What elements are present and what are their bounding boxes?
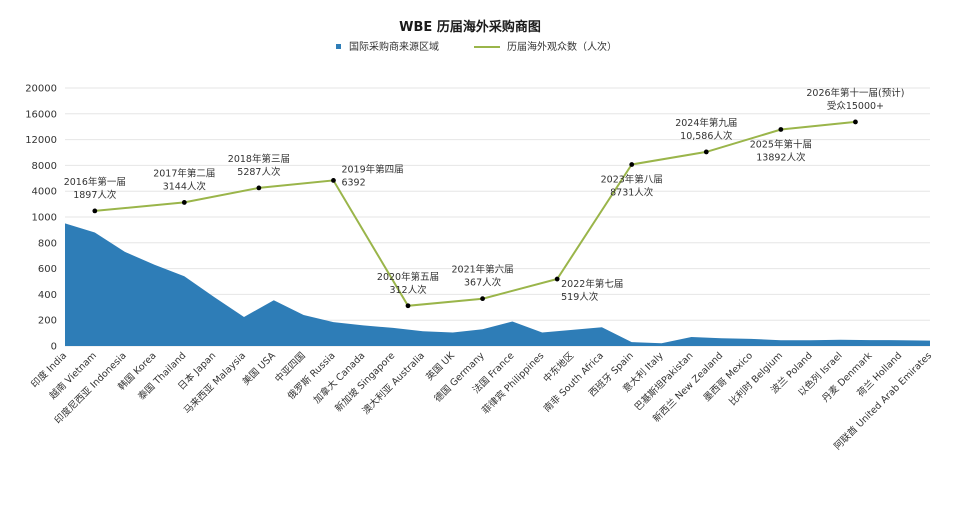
x-tick-label: 加拿大 Canada: [311, 350, 367, 406]
y-tick-label: 20000: [25, 84, 57, 95]
line-point-label: 2022年第七届: [561, 278, 623, 290]
line-point-label: 3144人次: [163, 180, 207, 192]
line-point: [853, 119, 858, 125]
area-series: [65, 223, 930, 346]
line-point: [331, 177, 336, 183]
area-series-fill: [65, 223, 930, 346]
y-tick-label: 800: [38, 238, 57, 249]
chart-title: WBE 历届海外采购商图: [399, 19, 541, 35]
y-axis-ticks: 0 200 400 600 800 1000 4000 8000 12000 16000 20000: [25, 84, 57, 353]
y-tick-label: 16000: [25, 109, 57, 120]
x-tick-label: 美国 USA: [240, 349, 278, 387]
line-point-label: 367人次: [464, 277, 502, 289]
legend-area-swatch: [336, 44, 341, 49]
line-point: [181, 200, 187, 205]
y-tick-label: 400: [38, 290, 57, 301]
legend-line-label: 历届海外观众数（人次）: [507, 40, 617, 53]
x-tick-label: 德国 Germany: [432, 349, 487, 404]
line-point-label: 2019年第四届: [341, 163, 403, 175]
line-point-label: 519人次: [561, 291, 599, 303]
line-point: [629, 162, 635, 167]
y-tick-label: 4000: [32, 187, 57, 198]
y-tick-label: 8000: [32, 161, 57, 172]
line-point-label: 2017年第二届: [153, 167, 215, 179]
line-point-label: 2016年第一届: [64, 176, 126, 188]
x-tick-label: 丹麦 Denmark: [820, 349, 875, 404]
line-point-label: 6392: [341, 177, 365, 188]
y-tick-label: 200: [38, 316, 57, 327]
line-point: [703, 149, 709, 155]
legend: 国际采购商来源区域 历届海外观众数（人次）: [336, 40, 617, 53]
line-point-label: 2020年第五届: [377, 271, 439, 283]
line-point: [778, 127, 784, 132]
legend-area-label: 国际采购商来源区域: [349, 40, 439, 53]
line-point-label: 2024年第九届: [675, 117, 737, 129]
line-point-label: 2018年第三届: [228, 153, 290, 165]
y-tick-label: 1000: [32, 213, 57, 224]
line-point-label: 312人次: [389, 284, 427, 296]
y-tick-label: 12000: [25, 135, 57, 146]
line-point: [480, 296, 485, 302]
line-point: [405, 303, 411, 309]
line-point-label: 13892人次: [756, 151, 806, 163]
line-point-label: 10,586人次: [680, 130, 733, 142]
line-point-label: 8731人次: [610, 187, 654, 199]
line-point-label: 5287人次: [237, 166, 281, 178]
line-points: [92, 119, 858, 309]
y-tick-label: 600: [38, 264, 57, 275]
line-point-label: 1897人次: [73, 189, 117, 201]
line-point: [256, 185, 262, 191]
line-point-label: 受众15000+: [827, 100, 884, 112]
line-point: [92, 208, 98, 214]
line-point-label: 2023年第八届: [601, 174, 663, 186]
x-tick-label: 比利时 Belgium: [727, 350, 785, 408]
line-point: [554, 276, 560, 282]
line-point-label: 2021年第六届: [451, 264, 513, 276]
y-tick-label: 0: [51, 342, 57, 353]
line-point-label: 2025年第十届: [750, 138, 812, 150]
line-point-label: 2026年第十一届(预计): [806, 87, 904, 99]
